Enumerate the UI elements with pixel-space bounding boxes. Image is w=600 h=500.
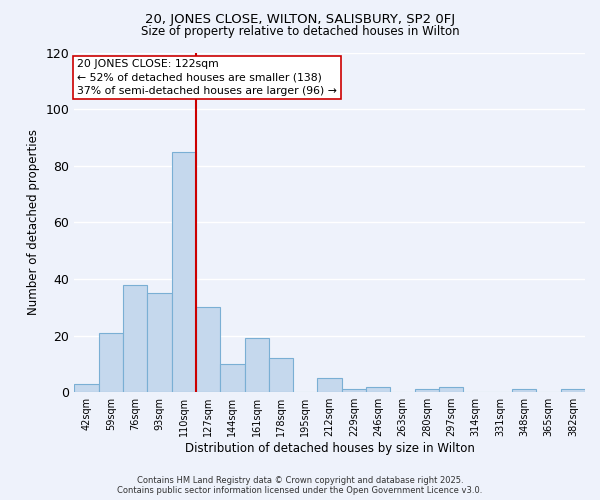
- Bar: [123, 284, 147, 392]
- Bar: [342, 390, 366, 392]
- Bar: [560, 390, 585, 392]
- Bar: [512, 390, 536, 392]
- Bar: [415, 390, 439, 392]
- Bar: [220, 364, 245, 392]
- Text: 20, JONES CLOSE, WILTON, SALISBURY, SP2 0FJ: 20, JONES CLOSE, WILTON, SALISBURY, SP2 …: [145, 12, 455, 26]
- Text: 20 JONES CLOSE: 122sqm
← 52% of detached houses are smaller (138)
37% of semi-de: 20 JONES CLOSE: 122sqm ← 52% of detached…: [77, 60, 337, 96]
- Text: Contains HM Land Registry data © Crown copyright and database right 2025.
Contai: Contains HM Land Registry data © Crown c…: [118, 476, 482, 495]
- Bar: [317, 378, 342, 392]
- Bar: [74, 384, 98, 392]
- Bar: [269, 358, 293, 392]
- Bar: [196, 308, 220, 392]
- Bar: [245, 338, 269, 392]
- X-axis label: Distribution of detached houses by size in Wilton: Distribution of detached houses by size …: [185, 442, 475, 455]
- Text: Size of property relative to detached houses in Wilton: Size of property relative to detached ho…: [140, 25, 460, 38]
- Y-axis label: Number of detached properties: Number of detached properties: [27, 130, 40, 316]
- Bar: [98, 333, 123, 392]
- Bar: [147, 293, 172, 392]
- Bar: [366, 386, 391, 392]
- Bar: [172, 152, 196, 392]
- Bar: [439, 386, 463, 392]
